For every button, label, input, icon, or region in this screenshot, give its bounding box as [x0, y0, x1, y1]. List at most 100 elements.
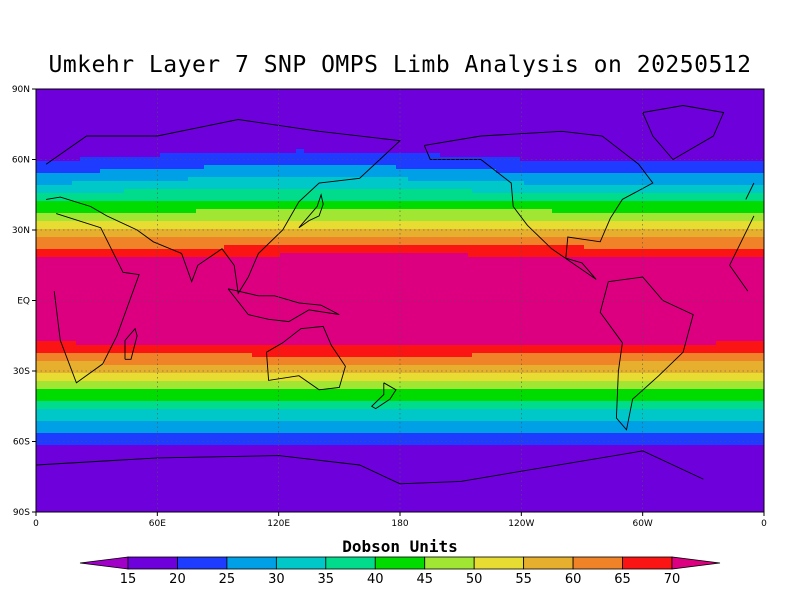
contour-cell	[36, 257, 764, 262]
contour-cell	[36, 229, 764, 234]
contour-cell	[496, 169, 764, 174]
contour-cell	[36, 157, 81, 162]
contour-cell	[36, 289, 764, 294]
colorbar-swatch	[622, 556, 673, 570]
contour-cell	[36, 341, 77, 346]
contour-cell	[468, 253, 764, 258]
coastline	[642, 105, 725, 160]
contour-cell	[584, 245, 764, 250]
contour-cell	[440, 153, 764, 158]
colorbar-swatch	[473, 556, 525, 570]
contour-cell	[36, 109, 764, 114]
contour-cell	[36, 225, 764, 230]
contour-cell	[72, 181, 525, 186]
coastline	[729, 265, 749, 292]
contour-cell	[36, 113, 764, 118]
contour-cell	[80, 157, 521, 162]
colorbar-swatch	[226, 556, 277, 570]
contour-cell	[36, 293, 764, 298]
contour-cell	[36, 309, 764, 314]
colorbar-level-label: 55	[515, 572, 532, 587]
colorbar-level-label: 15	[120, 572, 137, 587]
colorbar-swatch	[374, 556, 426, 570]
contour-cell	[36, 433, 764, 438]
contour-cell	[36, 273, 764, 278]
contour-cell	[36, 489, 764, 494]
colorbar-min-arrow	[79, 556, 129, 570]
contour-cell	[280, 253, 469, 258]
lat-label: 30S	[13, 367, 30, 377]
lon-label: 180	[391, 519, 408, 529]
coastline	[124, 327, 138, 360]
contour-cell	[36, 161, 764, 166]
colorbar-level-label: 70	[664, 572, 681, 587]
contour-cell	[520, 157, 764, 162]
colorbar-swatch	[572, 556, 623, 570]
coastline	[227, 288, 340, 323]
contour-cell	[36, 237, 764, 242]
contour-cell	[36, 365, 764, 370]
colorbar-swatch	[325, 556, 376, 570]
lon-label: 0	[33, 519, 39, 529]
contour-cell	[552, 209, 764, 214]
colorbar-level-label: 65	[614, 572, 631, 587]
lat-label: 60S	[13, 438, 30, 448]
contour-cell	[36, 177, 189, 182]
contour-cell	[36, 93, 764, 98]
contour-cell	[36, 265, 764, 270]
contour-cell	[204, 165, 397, 170]
contour-cell	[36, 301, 764, 306]
contour-cell	[36, 333, 764, 338]
contour-cell	[196, 209, 553, 214]
contour-cell	[36, 245, 225, 250]
lat-label: EQ	[17, 297, 30, 307]
colorbar-level-label: 50	[466, 572, 483, 587]
contour-cell	[36, 381, 764, 386]
contour-cell	[36, 217, 764, 222]
contour-cell	[36, 445, 764, 450]
contour-cell	[224, 245, 585, 250]
contour-cell	[36, 181, 73, 186]
contour-cell	[36, 197, 764, 202]
colorbar-swatch	[177, 556, 228, 570]
contour-cell	[36, 449, 764, 454]
contour-cell	[252, 353, 473, 358]
contour-cell	[36, 149, 297, 154]
contour-cell	[36, 509, 764, 512]
coastline	[729, 215, 755, 266]
contour-cell	[36, 325, 764, 330]
coastline	[298, 193, 324, 229]
contour-cell	[124, 189, 473, 194]
lat-label: 30N	[12, 226, 30, 236]
lon-label: 60W	[632, 519, 652, 529]
lon-label: 120E	[267, 519, 290, 529]
colorbar-level-label: 35	[318, 572, 335, 587]
coastline	[745, 182, 755, 200]
coastline	[423, 130, 654, 280]
contour-cell	[100, 169, 497, 174]
colorbar-max-arrow	[671, 556, 721, 570]
coastline	[266, 325, 346, 391]
contour-cell	[36, 485, 764, 490]
contour-cell	[36, 153, 161, 158]
contour-cell	[36, 329, 764, 334]
colorbar-level-label: 25	[219, 572, 236, 587]
coastline	[36, 455, 401, 485]
lon-label: 60E	[149, 519, 166, 529]
contour-cell	[36, 473, 764, 478]
contour-cell	[36, 129, 764, 134]
colorbar-level-label: 60	[565, 572, 582, 587]
latitude-labels: 90N 60N 30N EQ 30S 60S 90S	[12, 85, 36, 518]
contour-cell	[36, 377, 764, 382]
contour-cell	[36, 409, 764, 414]
coastlines	[36, 105, 755, 485]
contour-cell	[76, 341, 717, 346]
contour-cell	[36, 185, 764, 190]
contour-cell	[524, 181, 764, 186]
contour-cell	[36, 233, 764, 238]
colorbar-swatch	[424, 556, 475, 570]
contour-cell	[36, 117, 764, 122]
lon-label: 0	[761, 519, 767, 529]
contour-cell	[104, 361, 621, 366]
